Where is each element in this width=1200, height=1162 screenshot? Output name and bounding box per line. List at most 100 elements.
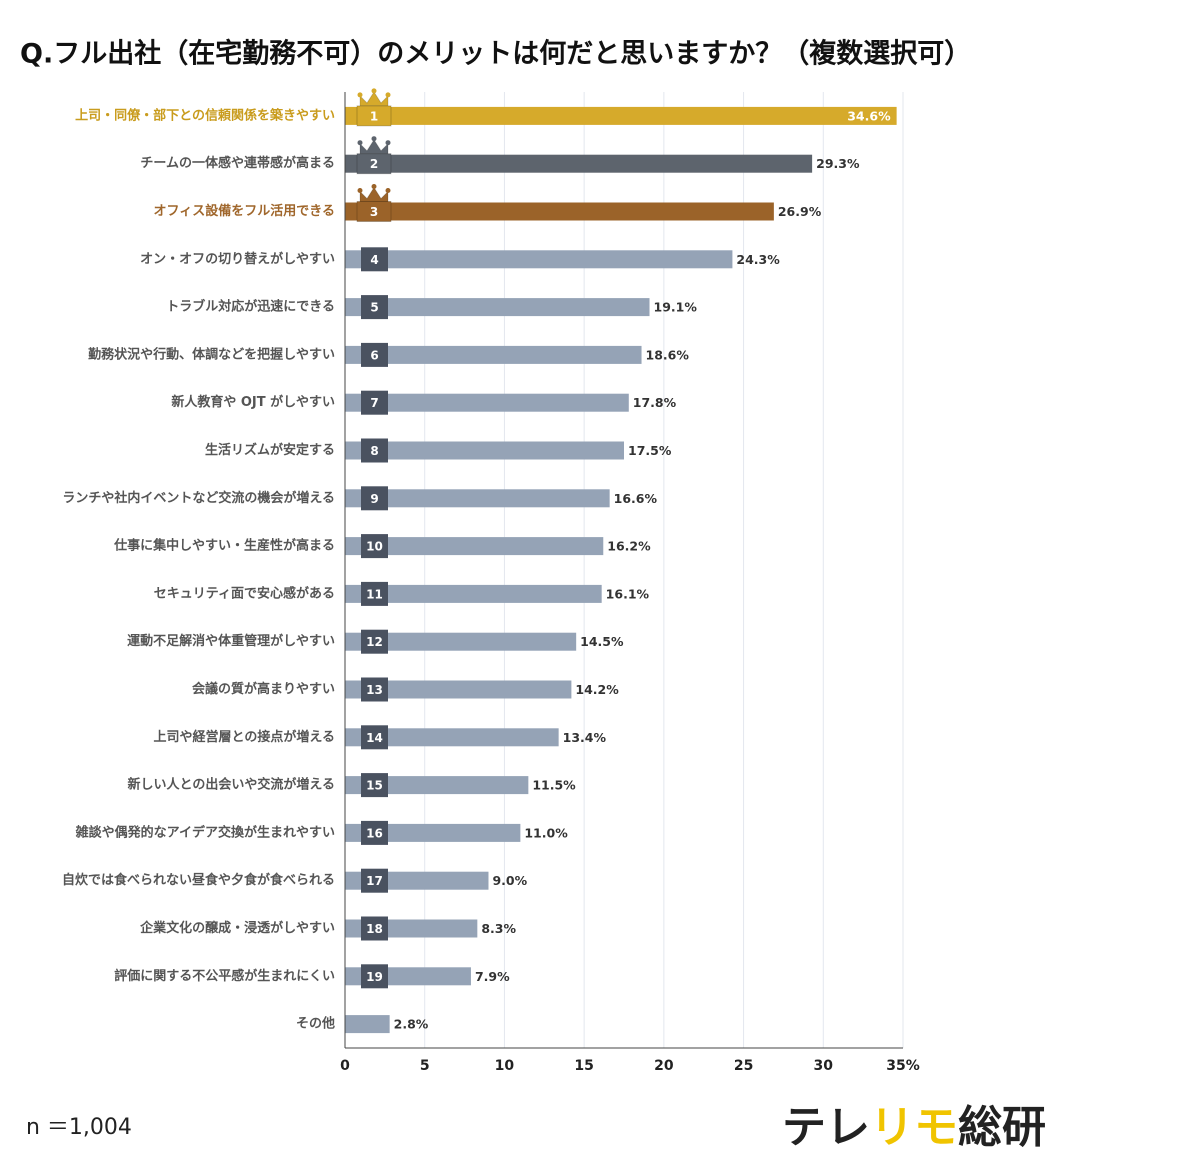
- value-label: 18.6%: [646, 347, 690, 362]
- bar: [345, 250, 733, 269]
- bar: [345, 441, 624, 460]
- rank-label: 18: [366, 922, 383, 936]
- x-tick-label: 15: [574, 1058, 593, 1074]
- category-label: 評価に関する不公平感が生まれにくい: [114, 968, 335, 984]
- rank-badge: [356, 201, 392, 222]
- rank-badge: [361, 820, 388, 845]
- rank-badge: [361, 916, 388, 941]
- crown-jewel: [357, 92, 363, 98]
- category-label: トラブル対応が迅速にできる: [166, 299, 335, 315]
- rank-label: 19: [366, 970, 383, 984]
- value-label: 16.2%: [607, 539, 651, 554]
- rank-label: 9: [370, 492, 378, 506]
- rank-label: 7: [370, 396, 378, 410]
- bar: [345, 584, 602, 603]
- crown-jewel: [385, 188, 391, 193]
- bar: [345, 106, 897, 125]
- bar: [345, 345, 642, 364]
- rank-label: 15: [366, 779, 383, 793]
- category-label: オフィス設備をフル活用できる: [154, 203, 335, 219]
- x-tick-label: 30: [814, 1058, 834, 1074]
- bar: [345, 393, 629, 412]
- rank-badge: [361, 390, 388, 415]
- rank-badge: [361, 295, 388, 320]
- rank-label: 6: [370, 348, 378, 362]
- value-label: 14.5%: [580, 634, 624, 649]
- x-tick-label: 0: [340, 1058, 350, 1074]
- value-label: 2.8%: [394, 1017, 429, 1032]
- category-label: チームの一体感や連帯感が高まる: [140, 155, 335, 171]
- rank-badge: [361, 868, 388, 893]
- rank-badge: [361, 725, 388, 750]
- crown-jewel: [371, 88, 377, 94]
- bar: [345, 680, 572, 699]
- rank-badge: [356, 105, 392, 127]
- rank-badge: [361, 773, 388, 798]
- rank-badge: [361, 629, 388, 654]
- bar: [345, 1015, 390, 1034]
- category-label: 仕事に集中しやすい・生産性が高まる: [113, 538, 335, 554]
- rank-label: 8: [370, 444, 378, 458]
- rank-label: 14: [366, 731, 383, 745]
- crown: [359, 90, 389, 107]
- bar: [345, 202, 774, 221]
- brand-logo: テレリモ総研: [782, 1102, 1046, 1153]
- value-label: 24.3%: [736, 252, 780, 267]
- value-label: 11.5%: [532, 778, 576, 793]
- bar: [345, 154, 813, 173]
- rank-badge: [361, 438, 388, 463]
- crown-jewel: [357, 140, 363, 146]
- rank-label: 1: [370, 109, 378, 123]
- rank-badge: [361, 247, 388, 272]
- category-label: 運動不足解消や体重管理がしやすい: [127, 633, 335, 649]
- crown-jewel: [371, 136, 377, 142]
- bar: [345, 489, 610, 508]
- brand-part: リモ: [870, 1102, 958, 1153]
- value-label: 13.4%: [563, 730, 607, 745]
- x-tick-label: 35%: [886, 1058, 920, 1074]
- rank-badge: [361, 964, 388, 989]
- x-tick-label: 5: [420, 1058, 430, 1074]
- crown-jewel: [371, 184, 377, 189]
- rank-badge: [356, 153, 392, 175]
- rank-badge: [361, 581, 388, 606]
- brand-part: 総研: [958, 1102, 1046, 1153]
- category-label: 新人教育や OJT がしやすい: [171, 394, 335, 410]
- category-label: 雑談や偶発的なアイデア交換が生まれやすい: [75, 824, 335, 840]
- value-label: 11.0%: [524, 825, 568, 840]
- rank-badge: [361, 677, 388, 702]
- rank-label: 17: [366, 874, 383, 888]
- rank-badge: [361, 342, 388, 367]
- rank-label: 11: [366, 587, 383, 601]
- category-label: 上司・同僚・部下との信頼関係を築きやすい: [75, 107, 335, 123]
- chart-title: Q.フル出社（在宅勤務不可）のメリットは何だと思いますか？（複数選択可）: [20, 38, 971, 70]
- rank-badge: [361, 534, 388, 559]
- category-label: 新しい人との出会いや交流が増える: [128, 777, 335, 793]
- category-label: ランチや社内イベントなど交流の機会が増える: [62, 490, 335, 506]
- bar: [345, 776, 529, 795]
- x-tick-label: 10: [495, 1058, 515, 1074]
- value-label: 34.6%: [847, 108, 891, 123]
- category-label: その他: [296, 1016, 335, 1032]
- value-label: 7.9%: [475, 969, 510, 984]
- sample-size: n ＝1,004: [26, 1115, 132, 1140]
- x-tick-label: 25: [734, 1058, 753, 1074]
- rank-badge: [361, 486, 388, 511]
- bar: [345, 298, 650, 317]
- x-tick-label: 20: [654, 1058, 674, 1074]
- brand-part: テレ: [782, 1102, 870, 1153]
- value-label: 16.1%: [606, 586, 650, 601]
- value-label: 19.1%: [654, 300, 698, 315]
- value-label: 16.6%: [614, 491, 658, 506]
- rank-label: 10: [366, 540, 383, 554]
- bar: [345, 728, 559, 747]
- crown: [359, 138, 389, 155]
- crown-jewel: [357, 188, 363, 193]
- value-label: 9.0%: [492, 873, 527, 888]
- rank-label: 2: [370, 157, 378, 171]
- category-label: 勤務状況や行動、体調などを把握しやすい: [88, 346, 335, 362]
- rank-label: 5: [370, 301, 378, 315]
- value-label: 8.3%: [481, 921, 516, 936]
